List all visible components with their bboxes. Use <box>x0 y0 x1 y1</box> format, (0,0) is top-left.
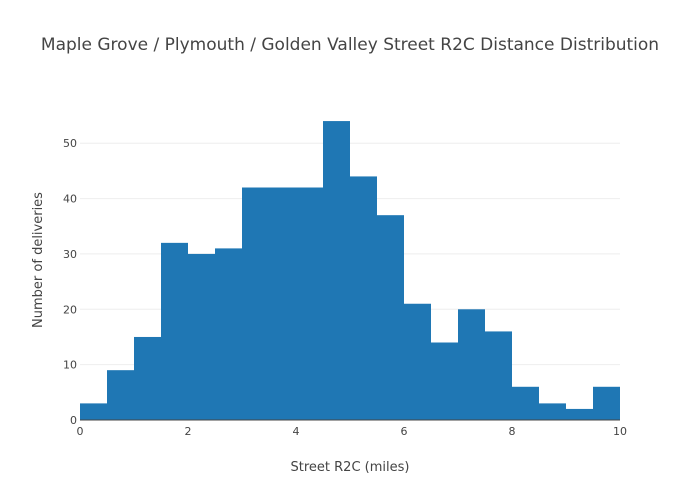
histogram-bar <box>296 187 323 420</box>
y-tick-label: 20 <box>63 303 77 316</box>
histogram-bar <box>215 248 242 420</box>
histogram-bar <box>377 215 404 420</box>
histogram-bar <box>188 253 215 420</box>
x-tick-label: 8 <box>509 425 516 438</box>
histogram-bar <box>161 242 188 420</box>
histogram-bar <box>593 386 620 420</box>
y-axis-title: Number of deliveries <box>31 192 46 328</box>
y-tick-label: 50 <box>63 137 77 150</box>
chart-title: Maple Grove / Plymouth / Golden Valley S… <box>41 35 659 55</box>
y-tick-label: 10 <box>63 359 77 372</box>
x-tick-label: 10 <box>613 425 627 438</box>
x-tick-label: 2 <box>185 425 192 438</box>
histogram-bar <box>323 121 350 421</box>
y-tick-label: 0 <box>70 414 77 427</box>
histogram-bar <box>269 187 296 420</box>
x-tick-label: 0 <box>77 425 84 438</box>
histogram-bar <box>134 336 161 420</box>
histogram-bar <box>431 342 458 420</box>
x-tick-label: 6 <box>401 425 408 438</box>
y-tick-label: 30 <box>63 248 77 261</box>
histogram-bar <box>539 403 566 420</box>
histogram-bars <box>80 121 620 421</box>
x-axis-title: Street R2C (miles) <box>291 460 410 475</box>
x-axis-ticks: 0 2 4 6 8 10 <box>77 425 628 438</box>
histogram-bar <box>512 386 539 420</box>
histogram-bar <box>566 408 593 420</box>
histogram-bar <box>80 403 107 420</box>
y-axis-ticks: 0 10 20 30 40 50 <box>63 137 77 427</box>
histogram-bar <box>350 176 377 420</box>
histogram-bar <box>404 303 431 420</box>
histogram-bar <box>485 331 512 420</box>
y-tick-label: 40 <box>63 193 77 206</box>
histogram-bar <box>242 187 269 420</box>
histogram-bar <box>107 370 134 420</box>
histogram-bar <box>458 309 485 420</box>
x-tick-label: 4 <box>293 425 300 438</box>
